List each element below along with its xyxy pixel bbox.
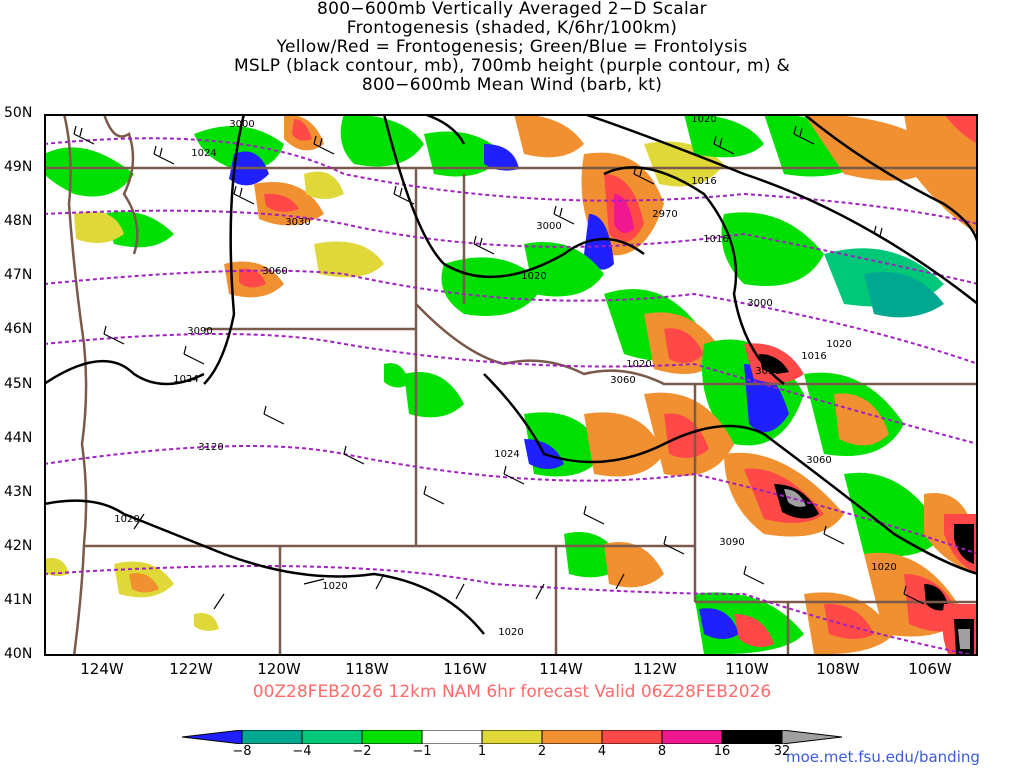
colorbar-label: 4 (597, 744, 607, 759)
chart-title: 800−600mb Vertically Averaged 2−D Scalar… (0, 0, 1024, 95)
mslp-contours (44, 114, 978, 635)
wind-barbs (73, 125, 925, 610)
lat-label-46n: 46N (4, 321, 33, 337)
lat-label-47n: 47N (4, 267, 33, 283)
height-label: 3000 (229, 119, 254, 130)
title-line-4: MSLP (black contour, mb), 700mb height (… (233, 56, 791, 76)
lat-label-50n: 50N (4, 105, 33, 121)
mslp-label: 1020 (322, 581, 347, 592)
mslp-label: 1020 (871, 562, 896, 573)
mslp-label: 1024 (173, 374, 198, 385)
lat-label-48n: 48N (4, 213, 33, 229)
height-label: 3000 (536, 221, 561, 232)
colorbar-label: −2 (352, 744, 372, 759)
colorbar-cell (481, 730, 543, 744)
colorbar-cell (421, 730, 483, 744)
height-label: 3060 (806, 455, 831, 466)
title-line-3: Yellow/Red = Frontogenesis; Green/Blue =… (276, 37, 748, 57)
lat-label-45n: 45N (4, 376, 33, 392)
lon-label-110w: 110W (725, 660, 769, 678)
mslp-label: 1016 (801, 351, 826, 362)
state-borders (44, 166, 978, 656)
mslp-label: 1020 (498, 627, 523, 638)
colorbar-cell (182, 730, 243, 744)
lat-label-49n: 49N (4, 159, 33, 175)
colorbar-label: 2 (537, 744, 547, 759)
credit-link[interactable]: moe.met.fsu.edu/banding (786, 748, 980, 766)
height-label: 3000 (747, 298, 772, 309)
title-line-2: Frontogenesis (shaded, K/6hr/100km) (346, 18, 678, 38)
mslp-label: 1020 (826, 339, 851, 350)
colorbar-label: −4 (292, 744, 312, 759)
height-label: 3090 (187, 326, 212, 337)
frontogenesis-shading (44, 114, 978, 656)
lon-label-116w: 116W (443, 660, 487, 678)
mslp-labels: 1024 1024 1020 1020 1016 1016 1016 1020 … (114, 114, 896, 638)
colorbar-label: 16 (713, 744, 731, 759)
lat-label-41n: 41N (4, 592, 33, 608)
mslp-label: 1020 (691, 114, 716, 125)
height-label: 3060 (262, 266, 287, 277)
lon-label-108w: 108W (816, 660, 860, 678)
colorbar-label: −1 (412, 744, 432, 759)
mslp-label: 1024 (494, 449, 519, 460)
map-frame (44, 114, 978, 656)
title-line-1: 800−600mb Vertically Averaged 2−D Scalar (317, 0, 707, 19)
height-label: 3030 (285, 217, 310, 228)
lon-label-124w: 124W (80, 660, 124, 678)
valid-time-text: 00Z28FEB2026 12km NAM 6hr forecast Valid… (252, 682, 772, 702)
coastline (62, 114, 139, 656)
mslp-label: 1024 (191, 148, 216, 159)
mslp-label: 1016 (703, 234, 728, 245)
mslp-label: 1016 (691, 176, 716, 187)
colorbar-label: 8 (657, 744, 667, 759)
colorbar-label: 1 (477, 744, 487, 759)
colorbar-cell (241, 730, 303, 744)
lat-label-44n: 44N (4, 430, 33, 446)
height-label: 3060 (610, 375, 635, 386)
colorbar-cell (721, 730, 783, 744)
height-label: 3030 (755, 366, 780, 377)
lat-label-42n: 42N (4, 538, 33, 554)
lon-label-114w: 114W (539, 660, 583, 678)
colorbar-label: 32 (773, 744, 791, 759)
mslp-label: 1020 (521, 271, 546, 282)
title-line-5: 800−600mb Mean Wind (barb, kt) (361, 75, 663, 95)
height-label: 3120 (198, 442, 223, 453)
lon-label-106w: 106W (908, 660, 952, 678)
height-labels: 3000 3030 3060 3090 3120 3000 2970 3060 … (187, 119, 831, 548)
colorbar-cell (361, 730, 423, 744)
height-label: 2970 (652, 209, 677, 220)
lon-label-112w: 112W (633, 660, 677, 678)
mslp-label: 1020 (626, 359, 651, 370)
height-label: 3090 (719, 537, 744, 548)
colorbar (182, 730, 842, 744)
colorbar-label: −8 (232, 744, 252, 759)
mslp-label: 1020 (114, 514, 139, 525)
frontogenesis-map: 1024 1024 1020 1020 1016 1016 1016 1020 … (44, 114, 978, 656)
colorbar-cell (601, 730, 663, 744)
lon-label-120w: 120W (257, 660, 301, 678)
colorbar-cell (301, 730, 363, 744)
lat-label-43n: 43N (4, 484, 33, 500)
lon-label-122w: 122W (169, 660, 213, 678)
lon-label-118w: 118W (345, 660, 389, 678)
colorbar-cell (781, 730, 842, 744)
colorbar-cell (541, 730, 603, 744)
colorbar-cell (661, 730, 723, 744)
lat-label-40n: 40N (4, 646, 33, 662)
